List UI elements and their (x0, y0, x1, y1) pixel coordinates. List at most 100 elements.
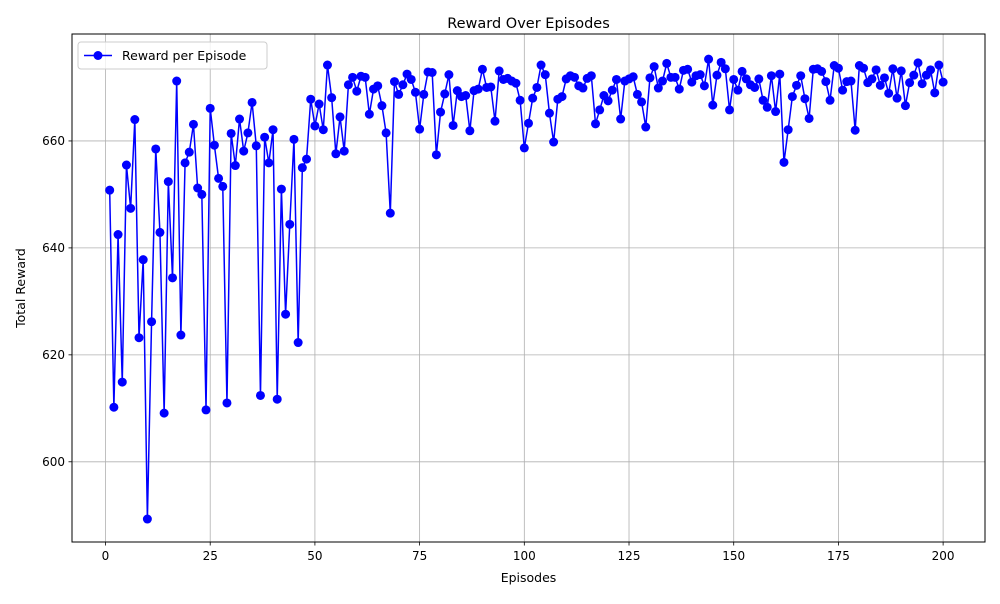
data-point (281, 309, 291, 319)
data-point (859, 63, 869, 73)
legend-box (77, 41, 268, 70)
data-point (637, 97, 647, 107)
data-point (444, 70, 454, 80)
data-point (658, 76, 668, 86)
data-point (406, 74, 416, 84)
data-point (264, 158, 274, 168)
data-point (591, 119, 601, 129)
y-tick-label: 620 (42, 348, 65, 362)
data-point (792, 80, 802, 90)
data-point (398, 80, 408, 90)
data-point (783, 125, 793, 135)
data-point (674, 84, 684, 94)
data-point (771, 107, 781, 117)
data-point (117, 377, 127, 387)
data-point (268, 125, 278, 135)
data-point (486, 82, 496, 92)
data-point (440, 89, 450, 99)
data-point (825, 95, 835, 105)
data-point (662, 58, 672, 68)
data-point (687, 77, 697, 87)
data-point (448, 120, 458, 130)
plot-frame (71, 33, 986, 543)
data-point (297, 163, 307, 173)
axis-ticks: 0 25 50 75 100 125 150 175 200 600 620 640 660 (42, 134, 954, 563)
data-point (184, 147, 194, 157)
data-point (159, 408, 169, 418)
data-point (519, 143, 529, 153)
data-point (318, 125, 328, 135)
data-point (235, 114, 245, 124)
data-point (142, 514, 152, 524)
data-point (431, 150, 441, 160)
data-point (846, 76, 856, 86)
data-point (603, 96, 613, 106)
data-point (151, 144, 161, 154)
data-point (632, 89, 642, 99)
x-tick-label: 175 (827, 549, 850, 563)
data-point (704, 54, 714, 64)
data-point (243, 128, 253, 138)
data-point (758, 95, 768, 105)
x-tick-label: 50 (307, 549, 322, 563)
data-point (172, 76, 182, 86)
data-point (272, 394, 282, 404)
data-point (653, 83, 663, 93)
data-point (352, 86, 362, 96)
data-point (251, 141, 261, 151)
data-point (364, 109, 374, 119)
data-point (339, 146, 349, 156)
data-point (838, 85, 848, 95)
x-tick-label: 200 (932, 549, 955, 563)
data-point (695, 70, 705, 80)
x-tick-label: 75 (412, 549, 427, 563)
data-point (817, 66, 827, 76)
x-tick-label: 25 (203, 549, 218, 563)
data-point (800, 94, 810, 104)
legend-marker-swatch (93, 51, 103, 60)
data-point (310, 121, 320, 131)
data-point (804, 113, 814, 123)
data-point (222, 398, 232, 408)
data-point (130, 115, 140, 125)
data-point (218, 181, 228, 191)
data-point (557, 92, 567, 102)
data-point (896, 66, 906, 76)
data-point (163, 177, 173, 187)
data-point (276, 184, 286, 194)
data-point (544, 108, 554, 118)
data-point (796, 71, 806, 81)
data-point (821, 77, 831, 87)
data-point (415, 124, 425, 134)
data-point (134, 333, 144, 343)
data-point (884, 88, 894, 98)
data-point (436, 107, 446, 117)
data-point (343, 80, 353, 90)
chart-title: Reward Over Episodes (447, 16, 610, 32)
data-point (126, 203, 136, 213)
data-point (871, 65, 881, 75)
data-point (121, 160, 131, 170)
data-point (708, 100, 718, 110)
data-point (787, 92, 797, 102)
data-point (670, 72, 680, 82)
data-point (289, 134, 299, 144)
data-point (214, 173, 224, 183)
data-point (427, 68, 437, 78)
data-point (348, 72, 358, 82)
data-point (293, 338, 303, 348)
data-point (737, 66, 747, 76)
data-point (381, 128, 391, 138)
data-point (197, 189, 207, 199)
data-point (322, 60, 332, 70)
data-point (511, 78, 521, 88)
data-point (729, 74, 739, 84)
y-tick-label: 640 (42, 241, 65, 255)
data-point (465, 126, 475, 136)
data-point (239, 146, 249, 156)
data-point (934, 60, 944, 70)
data-point (607, 85, 617, 95)
